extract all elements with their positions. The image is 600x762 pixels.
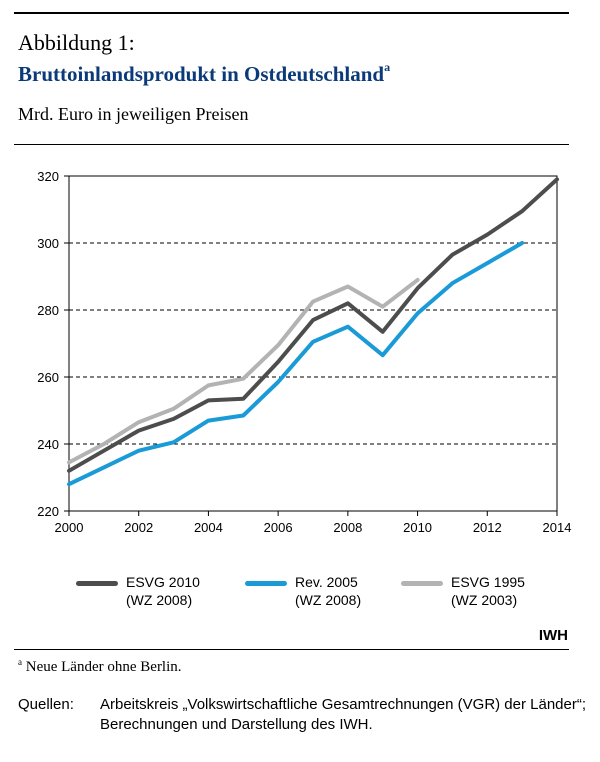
chart-title-text: Bruttoinlandsprodukt in Ostdeutschland: [18, 62, 385, 86]
figure-label: Abbildung 1:: [18, 30, 135, 55]
x-tick-label: 2012: [473, 520, 502, 535]
series-line-rev-2005: [67, 241, 525, 487]
y-tick-label: 320: [37, 169, 59, 184]
header-rule: [14, 144, 569, 145]
legend-label-rev-2005: Rev. 2005 (WZ 2008): [295, 573, 361, 609]
chart-subtitle: Mrd. Euro in jeweiligen Preisen: [18, 104, 249, 124]
legend-sub-esvg-1995: (WZ 2003): [451, 592, 518, 608]
series-line-esvg-1995: [67, 277, 420, 465]
y-tick-label: 220: [37, 504, 59, 519]
y-tick-label: 280: [37, 303, 59, 318]
footnote-mark: a: [18, 657, 22, 667]
legend-sub-rev-2005: (WZ 2008): [295, 592, 362, 608]
x-tick-label: 2002: [124, 520, 153, 535]
x-axis-ticks: 2000 2002 2004 2006 2008 2010 2012 2014: [55, 511, 572, 535]
legend-name-esvg-2010: ESVG 2010: [126, 574, 200, 590]
y-tick-label: 260: [37, 370, 59, 385]
chart-title: Bruttoinlandsprodukt in Ostdeutschlanda: [18, 60, 391, 87]
x-tick-label: 2006: [264, 520, 293, 535]
x-tick-label: 2008: [333, 520, 362, 535]
legend-name-rev-2005: Rev. 2005: [295, 574, 358, 590]
brand-logo-text: IWH: [538, 627, 568, 644]
legend-name-esvg-1995: ESVG 1995: [451, 574, 525, 590]
legend-swatch-esvg-1995: [401, 581, 443, 586]
top-rule: [14, 12, 569, 14]
plot-frame: [68, 175, 558, 512]
footer-rule: [14, 649, 569, 650]
series-group: [67, 177, 559, 487]
y-tick-label: 300: [37, 236, 59, 251]
sources-text: Arbeitskreis „Volkswirtschaftliche Gesam…: [100, 696, 587, 733]
x-tick-label: 2004: [194, 520, 223, 535]
series-line-esvg-2010: [67, 177, 559, 473]
y-tick-label: 240: [37, 437, 59, 452]
legend-swatch-rev-2005: [245, 581, 287, 586]
legend-sub-esvg-2010: (WZ 2008): [126, 592, 193, 608]
x-tick-label: 2010: [403, 520, 432, 535]
legend-label-esvg-1995: ESVG 1995 (WZ 2003): [451, 573, 525, 609]
legend-swatch-esvg-2010: [76, 581, 118, 586]
footnote-text: Neue Länder ohne Berlin.: [22, 659, 182, 675]
x-tick-label: 2014: [543, 520, 572, 535]
y-axis-ticks: 220 240 260 280 300 320: [37, 169, 69, 519]
legend-label-esvg-2010: ESVG 2010 (WZ 2008): [126, 573, 200, 609]
footnote: a Neue Länder ohne Berlin.: [18, 657, 182, 676]
title-footnote-mark: a: [384, 60, 391, 74]
sources-label: Quellen:: [18, 696, 74, 713]
x-tick-label: 2000: [55, 520, 84, 535]
